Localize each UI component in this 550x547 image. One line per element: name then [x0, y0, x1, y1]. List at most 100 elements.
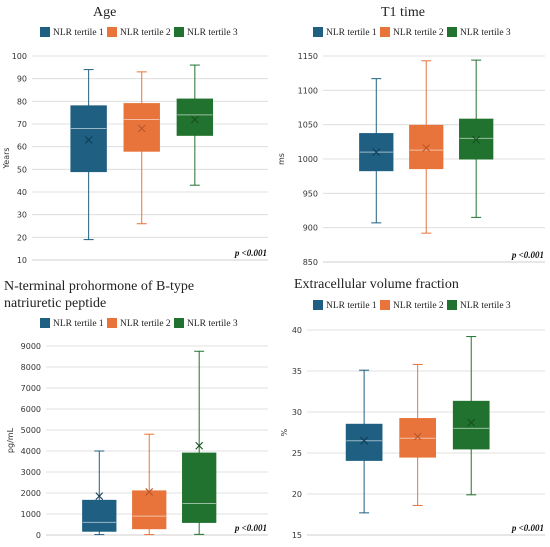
y-tick-label: 15 [292, 531, 302, 540]
y-tick-label: 3000 [21, 468, 41, 477]
y-tick-label: 20 [292, 490, 302, 499]
legend-label: NLR tertile 3 [460, 28, 511, 38]
y-tick-label: 1100 [298, 86, 318, 95]
chart-title: Age [93, 5, 116, 20]
y-tick-label: 850 [303, 258, 318, 267]
y-tick-label: 1050 [298, 121, 318, 130]
box-1 [345, 369, 383, 514]
chart-panel-3: N-terminal prohormone of B-type natriuret… [4, 279, 268, 540]
legend-label: NLR tertile 1 [53, 28, 104, 38]
y-tick-label: 9000 [21, 342, 41, 351]
y-tick-label: 40 [292, 326, 302, 335]
y-tick-label: 5000 [21, 426, 41, 435]
iqr-box [132, 490, 167, 530]
y-tick-label: 35 [292, 367, 302, 376]
legend-swatch [40, 318, 50, 328]
mean-marker [372, 148, 381, 157]
legend-swatch [447, 27, 457, 37]
legend-label: NLR tertile 2 [393, 28, 444, 38]
legend-swatch [174, 318, 184, 328]
y-axis-label: Years [2, 147, 11, 169]
box-1 [70, 69, 107, 241]
chart-title: N-terminal prohormone of B-type [4, 279, 194, 294]
mean-marker [422, 144, 431, 152]
y-tick-label: 80 [17, 97, 27, 106]
mean-marker [84, 135, 93, 144]
legend-label: NLR tertile 3 [460, 301, 511, 311]
legend-label: NLR tertile 3 [187, 28, 238, 38]
mean-marker [195, 441, 204, 450]
box-3 [459, 59, 494, 218]
box-2 [399, 363, 437, 506]
box-3 [452, 336, 490, 496]
y-tick-label: 1150 [298, 52, 318, 61]
y-axis-label: % [280, 428, 289, 436]
p-value-label: p <0.001 [234, 248, 267, 258]
iqr-box [70, 105, 107, 173]
box-1 [359, 78, 394, 224]
y-tick-label: 30 [292, 408, 302, 417]
legend-swatch [447, 300, 457, 310]
y-axis-label: ms [277, 153, 286, 165]
y-tick-label: 8000 [21, 363, 41, 372]
chart-panel-1: Age NLR tertile 1 NLR tertile 2 NLR tertile… [2, 5, 268, 265]
y-tick-label: 0 [36, 531, 41, 540]
y-tick-label: 60 [17, 143, 27, 152]
y-tick-label: 100 [12, 52, 27, 61]
chart-title: natriuretic peptide [4, 296, 106, 311]
box-3 [176, 64, 214, 186]
y-tick-label: 7000 [21, 384, 41, 393]
legend-swatch [313, 300, 323, 310]
box-2 [132, 433, 167, 536]
legend-label: NLR tertile 1 [326, 28, 377, 38]
legend-label: NLR tertile 1 [326, 301, 377, 311]
p-value-label: p <0.001 [511, 523, 544, 533]
y-tick-label: 1000 [298, 155, 318, 164]
y-tick-label: 1000 [21, 510, 41, 519]
chart-title: T1 time [381, 5, 425, 20]
iqr-box [82, 499, 117, 532]
mean-marker [190, 115, 199, 124]
legend-swatch [174, 27, 184, 37]
legend-swatch [313, 27, 323, 37]
mean-marker [145, 488, 154, 496]
iqr-box [452, 400, 490, 450]
y-tick-label: 900 [303, 224, 318, 233]
legend-swatch [380, 300, 390, 310]
y-tick-label: 10 [17, 256, 27, 265]
p-value-label: p <0.001 [511, 250, 544, 260]
iqr-box [123, 103, 160, 152]
p-value-label: p <0.001 [234, 523, 267, 533]
box-2 [123, 71, 160, 225]
box-2 [409, 60, 444, 234]
legend-swatch [40, 27, 50, 37]
box-3 [182, 350, 217, 535]
mean-marker [472, 135, 481, 144]
legend-label: NLR tertile 1 [53, 319, 104, 329]
legend-swatch [107, 27, 117, 37]
y-tick-label: 40 [17, 188, 27, 197]
y-tick-label: 6000 [21, 405, 41, 414]
mean-marker [360, 436, 369, 445]
box-1 [82, 450, 117, 536]
y-axis-label: pg/mL [6, 427, 15, 453]
y-tick-label: 90 [17, 75, 27, 84]
y-tick-label: 20 [17, 233, 27, 242]
mean-marker [137, 124, 146, 133]
chart-title: Extracellular volume fraction [294, 277, 459, 292]
legend-label: NLR tertile 3 [187, 319, 238, 329]
y-tick-label: 950 [303, 189, 318, 198]
iqr-box [176, 98, 214, 136]
legend-label: NLR tertile 2 [393, 301, 444, 311]
y-tick-label: 70 [17, 120, 27, 129]
legend-label: NLR tertile 2 [120, 28, 171, 38]
legend-swatch [107, 318, 117, 328]
iqr-box [345, 423, 383, 461]
mean-marker [95, 492, 104, 501]
y-tick-label: 2000 [21, 489, 41, 498]
y-tick-label: 25 [292, 449, 302, 458]
chart-panel-2: T1 time NLR tertile 1 NLR tertile 2 NLR ter… [277, 5, 545, 267]
mean-marker [467, 418, 476, 427]
